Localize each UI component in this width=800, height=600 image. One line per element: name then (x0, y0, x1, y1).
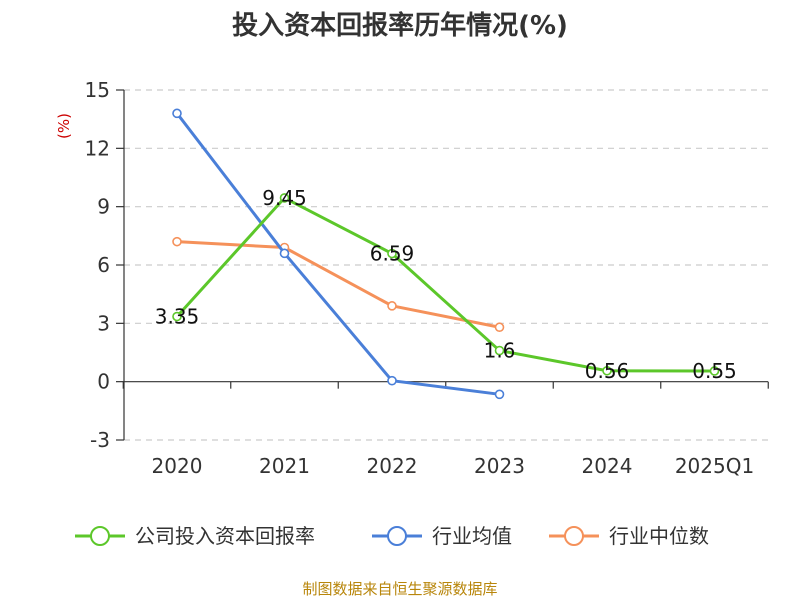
chart-title: 投入资本回报率历年情况(%) (232, 10, 568, 41)
data-label: 1.6 (484, 339, 516, 363)
data-point (387, 301, 397, 311)
series-lines (172, 108, 720, 400)
legend-item: 公司投入资本回报率 (75, 524, 315, 548)
y-tick-label: 15 (85, 78, 110, 102)
y-tick-label: 6 (97, 253, 110, 277)
x-tick-label: 2025Q1 (675, 454, 754, 478)
y-tick-label: 3 (97, 311, 110, 335)
axes: -3 0 3 6 9 12 15 2020 2021 2022 2023 2024 2025Q1 (85, 78, 769, 478)
y-tick-label: 9 (97, 195, 110, 219)
legend-item: 行业均值 (372, 524, 512, 548)
series-line (176, 240, 500, 329)
legend-swatch-marker (387, 526, 407, 546)
data-point (494, 322, 505, 333)
data-label: 0.55 (692, 359, 737, 383)
data-point (172, 236, 182, 247)
x-tick-label: 2024 (582, 454, 633, 478)
legend-swatch-marker (564, 526, 584, 546)
grid-lines (124, 89, 768, 441)
legend-label: 行业中位数 (609, 524, 709, 548)
data-point (494, 345, 505, 356)
y-tick-label: 0 (97, 370, 110, 394)
data-label: 3.35 (155, 305, 200, 329)
data-point (172, 311, 182, 322)
y-axis-label: (%) (55, 113, 73, 139)
legend-label: 公司投入资本回报率 (135, 524, 315, 548)
series-group (172, 193, 720, 376)
legend-item: 行业中位数 (549, 524, 709, 548)
data-point (172, 108, 182, 119)
data-point (709, 366, 720, 376)
data-label: 9.45 (262, 186, 307, 210)
data-label: 6.59 (370, 242, 415, 266)
y-tick-label: 12 (85, 136, 110, 160)
x-tick-label: 2022 (367, 454, 418, 478)
data-point (602, 365, 612, 376)
source-note: 制图数据来自恒生聚源数据库 (302, 580, 497, 598)
legend: 公司投入资本回报率 行业均值 行业中位数 (75, 524, 709, 548)
y-tick-label: -3 (90, 428, 110, 452)
series-line (175, 196, 715, 373)
series-group (172, 236, 505, 333)
series-group (172, 108, 505, 400)
series-line (175, 112, 500, 396)
x-tick-label: 2023 (474, 454, 525, 478)
data-point (387, 248, 397, 259)
data-point (279, 193, 290, 203)
data-point (279, 248, 290, 259)
legend-label: 行业均值 (432, 524, 512, 548)
data-point (494, 389, 505, 400)
data-labels: 3.35 9.45 6.59 1.6 0.56 0.55 (155, 186, 737, 383)
data-label: 0.56 (585, 359, 630, 383)
x-tick-label: 2020 (152, 454, 203, 478)
legend-swatch-marker (90, 526, 110, 546)
x-tick-label: 2021 (259, 454, 310, 478)
data-point (387, 375, 397, 386)
